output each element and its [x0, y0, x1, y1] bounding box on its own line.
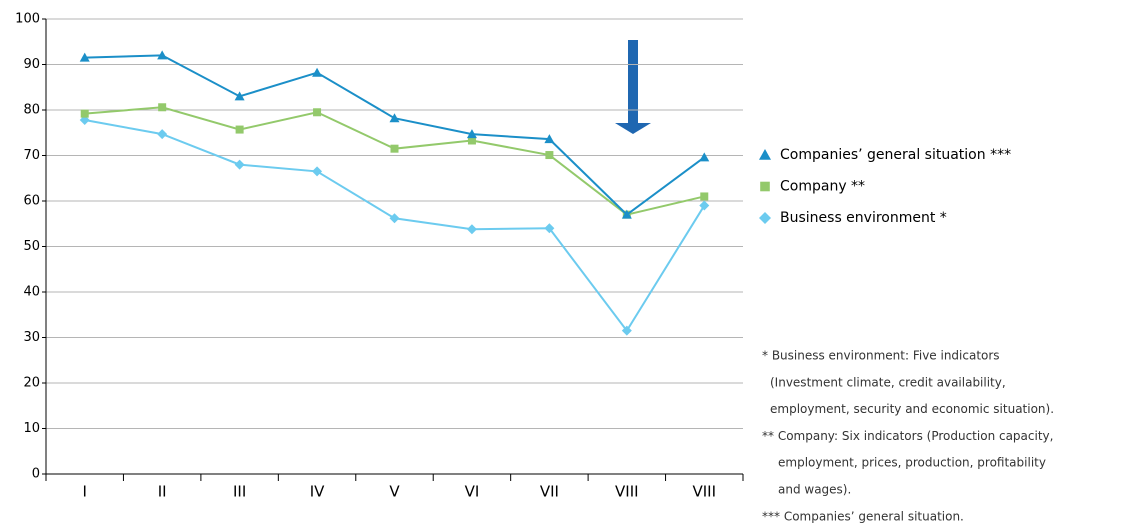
- x-tick-label: VIII: [693, 483, 717, 501]
- y-tick-label: 50: [23, 239, 40, 254]
- x-tick-label: V: [389, 483, 400, 501]
- marker: [466, 224, 477, 235]
- marker: [158, 103, 167, 112]
- legend-label: Companies’ general situation ***: [780, 147, 1011, 163]
- y-tick-label: 30: [23, 330, 40, 345]
- y-tick-label: 90: [23, 57, 40, 72]
- footnote: employment, prices, production, profitab…: [778, 456, 1046, 470]
- marker: [699, 152, 710, 162]
- x-tick-label: III: [233, 483, 246, 501]
- marker: [759, 149, 771, 160]
- legend-label: Company **: [780, 179, 865, 195]
- series-line: [84, 54, 705, 216]
- legend-label: Business environment *: [780, 210, 947, 226]
- marker: [544, 223, 555, 234]
- marker: [389, 113, 400, 123]
- footnote: * Business environment: Five indicators: [762, 349, 1000, 363]
- marker: [544, 134, 555, 144]
- y-tick-label: 0: [32, 467, 40, 482]
- marker: [390, 144, 399, 153]
- x-tick-label: VII: [540, 483, 559, 501]
- marker: [79, 52, 90, 62]
- x-tick-label: II: [158, 483, 167, 501]
- marker: [466, 129, 477, 139]
- x-tick-label: I: [83, 483, 87, 501]
- marker: [467, 136, 476, 145]
- marker: [80, 109, 89, 118]
- y-tick-label: 40: [23, 285, 40, 300]
- marker: [312, 67, 323, 77]
- marker: [389, 213, 400, 224]
- marker: [234, 159, 245, 170]
- footnote: (Investment climate, credit availability…: [770, 375, 1006, 389]
- footnote: and wages).: [778, 483, 851, 497]
- marker: [157, 129, 168, 140]
- footnote: employment, security and economic situat…: [770, 402, 1054, 416]
- y-tick-label: 70: [23, 148, 40, 163]
- y-tick-label: 80: [23, 103, 40, 118]
- marker: [621, 209, 632, 219]
- arrow: [615, 40, 651, 134]
- footnote: *** Companies’ general situation.: [762, 509, 964, 523]
- x-tick-label: VI: [465, 483, 480, 501]
- y-tick-label: 10: [23, 421, 40, 436]
- marker: [759, 212, 771, 224]
- x-tick-label: VIII: [615, 483, 639, 501]
- y-tick-label: 20: [23, 376, 40, 391]
- marker: [621, 325, 632, 336]
- marker: [312, 166, 323, 177]
- marker: [235, 125, 244, 134]
- marker: [545, 151, 554, 160]
- y-tick-label: 100: [15, 12, 40, 27]
- marker: [760, 181, 770, 192]
- marker: [313, 108, 322, 117]
- x-tick-label: IV: [310, 483, 325, 501]
- marker: [234, 91, 245, 101]
- marker: [699, 200, 710, 211]
- y-tick-label: 60: [23, 194, 40, 209]
- marker: [700, 192, 709, 201]
- footnote: ** Company: Six indicators (Production c…: [762, 429, 1053, 443]
- marker: [157, 50, 168, 60]
